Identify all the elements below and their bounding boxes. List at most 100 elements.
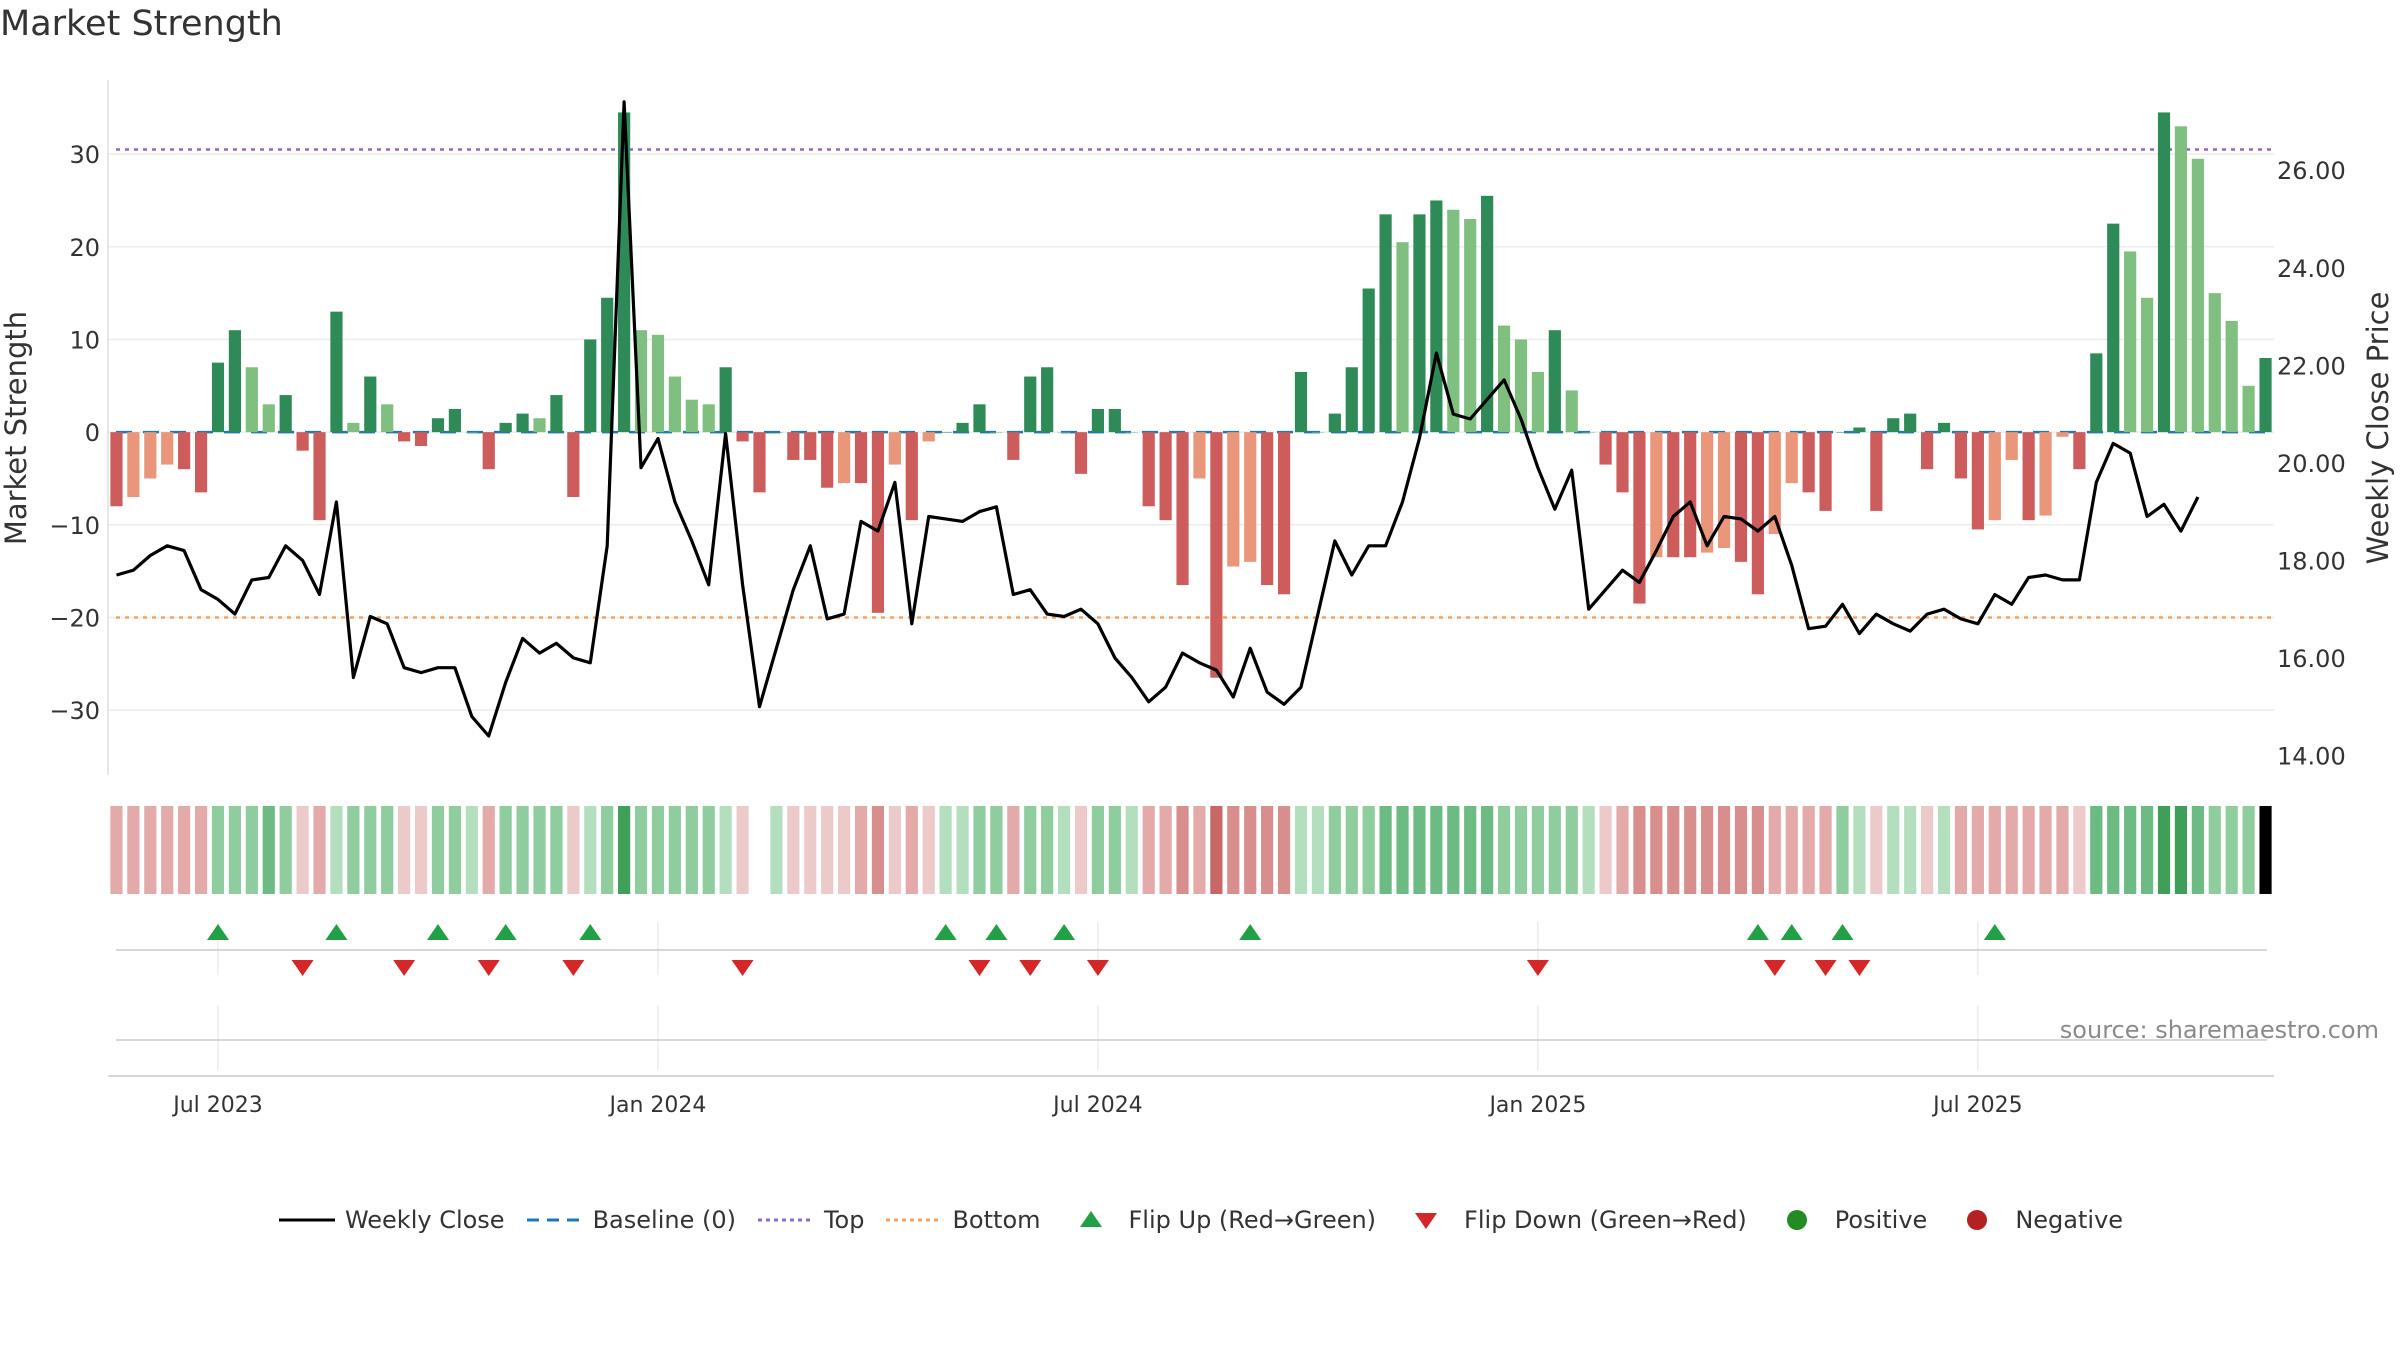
weekly-close-line <box>116 100 2200 738</box>
strength-bar <box>685 399 698 433</box>
strength-bar <box>2056 432 2069 437</box>
strip-cell <box>211 806 225 894</box>
legend-item: Flip Down (Green→Red) <box>1396 1206 1747 1234</box>
legend-label: Negative <box>2015 1206 2124 1234</box>
strip-cell <box>1244 806 1257 894</box>
strength-bar <box>2140 297 2154 433</box>
strength-bar <box>1599 432 1612 465</box>
legend: Weekly Close Baseline (0) Top Bottom Flip Up… <box>0 1206 2400 1234</box>
strength-bar <box>1734 432 1748 562</box>
strength-bar <box>1261 432 1274 586</box>
strength-bar <box>2259 358 2272 433</box>
y-axis-label: Market Strength <box>0 311 33 545</box>
legend-symbol <box>757 1218 814 1222</box>
y-tick-label: 10 <box>69 326 100 354</box>
strength-bar <box>1057 432 1071 433</box>
strip-cell <box>2022 806 2035 894</box>
strip-cell <box>1193 806 1206 894</box>
strength-bar <box>1971 432 1984 530</box>
strength-bar <box>1887 418 1900 433</box>
flip-up-marker <box>1831 924 1854 940</box>
strength-bar <box>2073 432 2086 470</box>
flip-down-marker <box>1526 960 1549 976</box>
strip-cell <box>1396 806 1409 894</box>
strip-cell <box>854 806 868 894</box>
strength-bar <box>905 432 918 521</box>
strip-cell <box>2225 806 2238 894</box>
strip-cell <box>279 806 292 894</box>
strip-cell <box>1650 806 1663 894</box>
flip-up-marker <box>1780 924 1803 940</box>
strength-bar <box>127 432 140 497</box>
strength-bar <box>161 432 174 465</box>
strip-cell <box>1345 806 1358 894</box>
strength-bar <box>279 395 292 433</box>
strength-bar <box>1294 371 1308 433</box>
strength-bar <box>313 432 326 521</box>
strip-cell <box>1734 806 1748 894</box>
strip-cell <box>584 806 597 894</box>
strength-bar <box>533 418 546 433</box>
strength-bar <box>821 432 834 488</box>
legend-symbol <box>1967 1210 1988 1230</box>
gridlines <box>108 153 2274 711</box>
strength-bar <box>1277 432 1291 595</box>
strip-cell <box>330 806 343 894</box>
strength-bar <box>787 432 800 460</box>
strip-cell <box>1481 806 1494 894</box>
strip-cell <box>144 806 157 894</box>
strength-bar <box>1345 367 1358 433</box>
strip-cell <box>262 806 275 894</box>
strip-cell <box>685 806 698 894</box>
strip-cell <box>871 806 885 894</box>
strip-cell <box>1819 806 1832 894</box>
strip-cell <box>1921 806 1934 894</box>
strength-bar <box>2124 251 2137 433</box>
strip-cell <box>804 806 817 894</box>
strip-cell <box>1447 806 1460 894</box>
strength-bar <box>1227 432 1240 567</box>
strip-cell <box>2157 806 2171 894</box>
strip-cell <box>2124 806 2137 894</box>
strip-cell <box>888 806 901 894</box>
strip-cell <box>381 806 394 894</box>
strip-cell <box>110 806 123 894</box>
strength-bar <box>1684 432 1697 558</box>
flip-down-marker <box>562 960 585 976</box>
strength-bar <box>719 367 732 433</box>
strip-cell <box>1328 806 1341 894</box>
strip-cell <box>2191 806 2204 894</box>
strip-cell <box>465 806 478 894</box>
strength-bar <box>1210 432 1223 678</box>
legend-symbol <box>1079 1211 1102 1227</box>
flip-down-marker <box>1019 960 1042 976</box>
x-tick-label: Jul 2025 <box>1931 1093 2023 1118</box>
weekly-close-line <box>116 100 2200 738</box>
strip-cell <box>1751 806 1764 894</box>
strip-cell <box>668 806 681 894</box>
strip-cell <box>2005 806 2018 894</box>
strip-cell <box>719 806 732 894</box>
strip-cell <box>1599 806 1612 894</box>
strength-bar <box>871 432 885 613</box>
y2-tick-label: 18.00 <box>2277 547 2346 575</box>
strip-cell <box>1057 806 1071 894</box>
strip-cell <box>618 806 631 894</box>
strip-cell <box>2090 806 2103 894</box>
strip-cell <box>178 806 191 894</box>
x-tick-label: Jul 2024 <box>1051 1093 1143 1118</box>
flip-down-marker <box>968 960 991 976</box>
flip-down-marker <box>477 960 500 976</box>
strip-cell <box>1937 806 1951 894</box>
strength-bar <box>888 432 901 465</box>
strip-cell <box>2107 806 2120 894</box>
strip-cell <box>990 806 1003 894</box>
strength-bar <box>465 432 478 433</box>
strip-cell <box>448 806 461 894</box>
strength-bar <box>1836 432 1849 433</box>
strength-bar <box>1633 432 1646 604</box>
flip-up-marker <box>494 924 517 940</box>
strip-cell <box>194 806 208 894</box>
flip-up-marker <box>206 924 229 940</box>
strength-bar <box>2191 158 2204 433</box>
